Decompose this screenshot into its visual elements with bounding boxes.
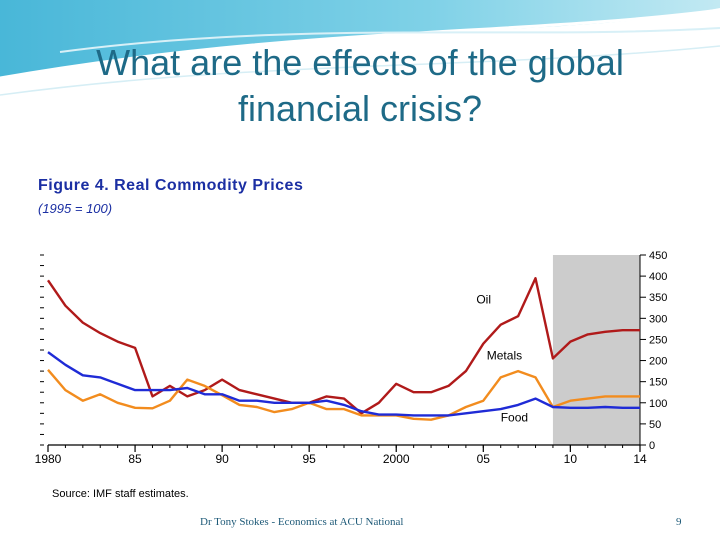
y-tick-label: 250: [649, 334, 667, 346]
y-tick-label: 450: [649, 250, 667, 262]
y-tick-label: 350: [649, 292, 667, 304]
y-tick-label: 0: [649, 440, 655, 452]
y-tick-label: 50: [649, 419, 661, 431]
chart-subtitle: (1995 = 100): [38, 201, 113, 216]
slide-title-line-1: What are the effects of the global: [96, 42, 624, 83]
chart-source: Source: IMF staff estimates.: [52, 488, 189, 500]
figure-panel: 0 50 100 150 200 250 300 350 400 450 1980 85 90 95 200…: [30, 155, 708, 512]
y-tick-label: 150: [649, 377, 667, 389]
series-line-food: [47, 351, 640, 417]
x-tick-label: 90: [215, 452, 229, 466]
page-number: 9: [676, 516, 682, 528]
series-label-metals: Metals: [487, 349, 522, 363]
y-tick-label: 200: [649, 356, 667, 368]
series-line-metals: [47, 369, 640, 421]
series-label-food: Food: [501, 410, 528, 424]
x-tick-label: 10: [564, 452, 578, 466]
forecast-shaded-region: [552, 255, 640, 445]
header-wave-decoration: [0, 0, 720, 96]
x-tick-label: 05: [477, 452, 491, 466]
slide-title-line-2: financial crisis?: [237, 88, 483, 129]
x-tick-label: 2000: [383, 452, 410, 466]
series-line-oil: [47, 277, 640, 415]
chart-title: Figure 4. Real Commodity Prices: [38, 177, 304, 194]
y-tick-label: 300: [649, 313, 667, 325]
x-tick-label: 14: [633, 452, 647, 466]
y-tick-label: 100: [649, 398, 667, 410]
x-tick-label: 1980: [35, 452, 62, 466]
slide-title: What are the effects of the global finan…: [40, 40, 680, 132]
x-tick-label: 85: [128, 452, 142, 466]
x-tick-label: 95: [302, 452, 316, 466]
y-tick-label: 400: [649, 271, 667, 283]
series-label-oil: Oil: [476, 293, 491, 307]
slide-footer: Dr Tony Stokes - Economics at ACU Nation…: [200, 516, 404, 528]
